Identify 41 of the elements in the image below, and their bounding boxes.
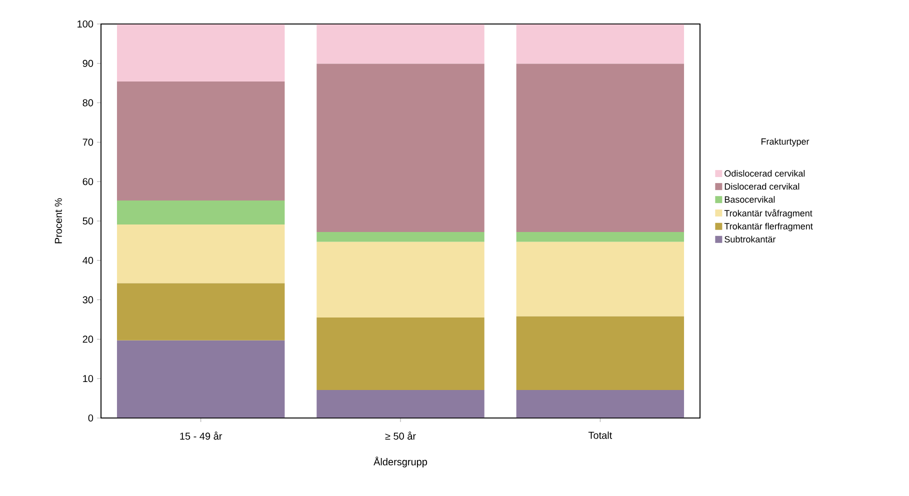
- bar: [116, 24, 285, 82]
- legend-label: Trokantär tvåfragment: [724, 209, 812, 218]
- legend-label: Trokantär flerfragment: [724, 222, 813, 232]
- bar: [316, 242, 484, 318]
- y-tick-label: 20: [82, 336, 94, 343]
- y-tick-label: 80: [82, 99, 94, 106]
- legend-label: Odislocerad cervikal: [724, 170, 805, 177]
- bar: [516, 64, 684, 232]
- bar: [316, 232, 484, 242]
- y-tick-label: 40: [82, 256, 94, 264]
- legend-label: Dislocerad cervikal: [724, 183, 800, 190]
- x-tick-label: Totalt: [588, 432, 612, 439]
- legend-title: Frakturtyper: [761, 138, 810, 146]
- bar: [516, 242, 684, 316]
- bar: [316, 64, 484, 232]
- x-tick-label: ≥ 50 år: [385, 432, 416, 440]
- x-axis-title: Åldersgrupp: [374, 456, 428, 468]
- y-tick-label: 30: [82, 296, 94, 304]
- y-tick-label: 60: [82, 178, 94, 186]
- x-tick-label: 15 - 49 år: [180, 432, 222, 440]
- y-tick-label: 10: [83, 375, 94, 382]
- y-tick-label: 50: [82, 217, 94, 225]
- bar: [516, 232, 684, 242]
- y-tick-label: 100: [78, 20, 94, 28]
- bar: [316, 318, 484, 390]
- y-tick-label: 0: [88, 414, 94, 422]
- bar: [116, 283, 285, 340]
- bar: [116, 82, 285, 201]
- legend-label: Subtrokantär: [724, 236, 776, 242]
- y-axis-title: Procent %: [54, 198, 62, 244]
- bar: [116, 200, 285, 225]
- bar: [516, 316, 684, 390]
- bar: [516, 24, 684, 64]
- bar: [116, 224, 285, 284]
- legend-label: Basocervikal: [724, 196, 775, 203]
- y-tick-label: 90: [82, 60, 94, 67]
- bar: [316, 24, 484, 64]
- bar: [116, 340, 285, 418]
- bar: [516, 390, 684, 418]
- bar: [316, 390, 484, 418]
- y-tick-label: 70: [82, 138, 94, 146]
